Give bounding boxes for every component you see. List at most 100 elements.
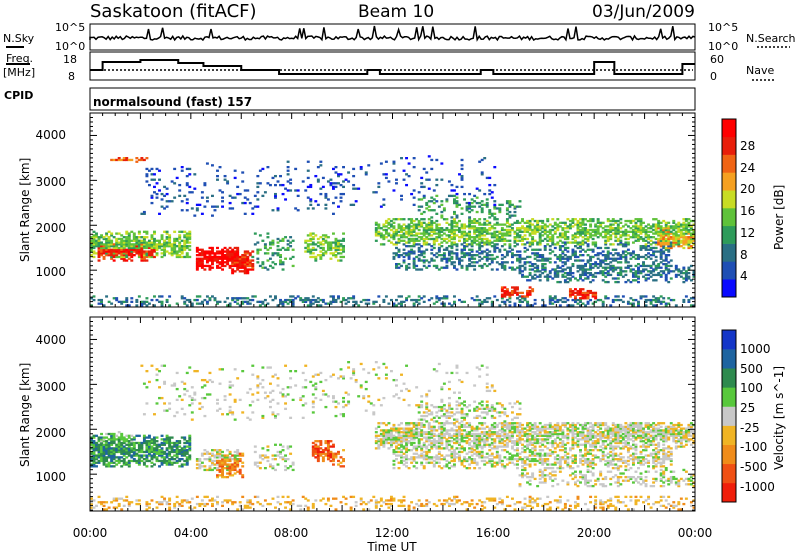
- heatmap-cell: [289, 189, 293, 192]
- heatmap-cell: [97, 250, 101, 253]
- heatmap-cell: [117, 157, 121, 160]
- heatmap-cell: [337, 174, 340, 178]
- heatmap-cell: [654, 250, 658, 253]
- heatmap-cell: [591, 293, 595, 296]
- heatmap-cell: [110, 239, 114, 242]
- heatmap-cell: [304, 402, 308, 405]
- heatmap-cell: [97, 438, 101, 441]
- heatmap-cell: [548, 302, 552, 305]
- heatmap-cell: [130, 459, 134, 463]
- heatmap-cell: [183, 438, 187, 441]
- heatmap-cell: [468, 257, 472, 260]
- heatmap-cell: [669, 259, 673, 262]
- heatmap-cell: [437, 254, 441, 257]
- heatmap-cell: [140, 364, 144, 367]
- heatmap-cell: [460, 185, 464, 189]
- heatmap-cell: [568, 288, 572, 291]
- heatmap-cell: [586, 277, 590, 280]
- heatmap-cell: [155, 440, 159, 443]
- heatmap-cell: [412, 227, 416, 230]
- heatmap-cell: [682, 227, 686, 230]
- heatmap-cell: [450, 236, 454, 239]
- heatmap-cell: [251, 255, 255, 259]
- heatmap-cell: [591, 237, 595, 241]
- heatmap-cell: [178, 243, 182, 246]
- heatmap-cell: [405, 232, 409, 235]
- heatmap-cell: [500, 261, 504, 264]
- heatmap-cell: [468, 252, 472, 255]
- heatmap-cell: [173, 246, 177, 250]
- heatmap-cell: [392, 255, 396, 259]
- heatmap-cell: [125, 450, 129, 454]
- heatmap-cell: [168, 295, 172, 298]
- heatmap-cell: [407, 255, 411, 259]
- heatmap-cell: [178, 452, 182, 455]
- heatmap-cell: [175, 245, 179, 248]
- heatmap-cell: [198, 504, 202, 508]
- heatmap-cell: [450, 219, 454, 223]
- heatmap-cell: [631, 236, 635, 239]
- heatmap-cell: [238, 270, 242, 273]
- heatmap-cell: [321, 176, 325, 180]
- heatmap-cell: [241, 257, 245, 260]
- heatmap-cell: [586, 289, 590, 293]
- heatmap-cell: [437, 246, 441, 250]
- heatmap-cell: [120, 432, 124, 436]
- heatmap-cell: [142, 255, 146, 259]
- power-axis-ticks: [89, 113, 696, 307]
- heatmap-cell: [286, 501, 290, 504]
- heatmap-cell: [339, 196, 343, 199]
- heatmap-cell: [195, 207, 199, 210]
- heatmap-cell: [445, 228, 449, 232]
- heatmap-cell: [470, 264, 474, 268]
- heatmap-cell: [185, 237, 189, 241]
- heatmap-cell: [107, 252, 111, 255]
- heatmap-cell: [614, 298, 618, 302]
- heatmap-cell: [122, 441, 126, 445]
- heatmap-cell: [100, 454, 103, 457]
- heatmap-cell: [536, 243, 540, 246]
- heatmap-cell: [402, 223, 406, 226]
- heatmap-cell: [228, 257, 232, 260]
- heatmap-cell: [616, 280, 620, 284]
- heatmap-cell: [410, 237, 414, 241]
- heatmap-cell: [132, 443, 136, 446]
- heatmap-cell: [563, 248, 567, 251]
- heatmap-cell: [611, 257, 615, 260]
- heatmap-cell: [629, 227, 633, 230]
- heatmap-cell: [153, 456, 156, 459]
- heatmap-cell: [405, 254, 409, 257]
- heatmap-cell: [516, 239, 519, 242]
- heatmap-cell: [319, 243, 323, 246]
- heatmap-cell: [337, 205, 340, 208]
- heatmap-cell: [427, 232, 431, 235]
- heatmap-cell: [684, 232, 688, 235]
- heatmap-cell: [445, 221, 449, 224]
- heatmap-cell: [238, 454, 242, 457]
- heatmap-cell: [226, 261, 230, 264]
- heatmap-cell: [387, 232, 391, 235]
- heatmap-cell: [130, 297, 134, 300]
- heatmap-cell: [178, 230, 182, 233]
- heatmap-cell: [571, 248, 575, 251]
- heatmap-cell: [266, 268, 270, 271]
- heatmap-cell: [465, 234, 469, 237]
- heatmap-cell: [326, 180, 330, 183]
- heatmap-cell: [165, 434, 169, 437]
- heatmap-cell: [568, 289, 572, 293]
- heatmap-cell: [150, 243, 154, 246]
- heatmap-cell: [621, 295, 625, 298]
- nave-tick-bottom: 0: [710, 70, 717, 83]
- heatmap-cell: [170, 243, 174, 246]
- heatmap-cell: [581, 259, 585, 262]
- heatmap-cell: [243, 196, 247, 199]
- heatmap-cell: [173, 441, 177, 445]
- heatmap-cell: [551, 237, 555, 241]
- heatmap-cell: [147, 241, 151, 244]
- heatmap-cell: [667, 232, 671, 235]
- heatmap-cell: [231, 474, 235, 477]
- heatmap-cell: [397, 254, 401, 257]
- heatmap-cell: [458, 261, 461, 264]
- heatmap-cell: [442, 254, 446, 257]
- heatmap-cell: [498, 209, 502, 212]
